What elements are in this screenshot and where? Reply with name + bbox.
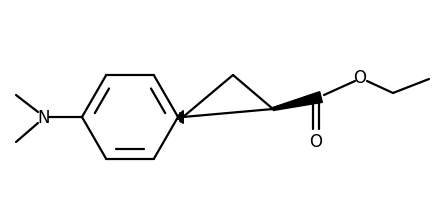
Text: O: O: [354, 69, 366, 87]
Text: O: O: [310, 132, 323, 150]
Polygon shape: [272, 92, 323, 111]
Text: N: N: [38, 108, 50, 126]
